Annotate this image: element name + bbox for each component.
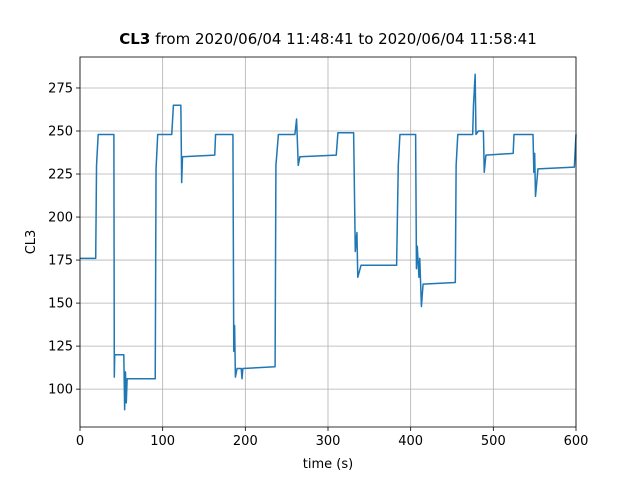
x-tick-label: 400 — [398, 434, 423, 449]
title-rest: from 2020/06/04 11:48:41 to 2020/06/04 1… — [155, 30, 536, 48]
y-tick-label: 275 — [48, 81, 73, 96]
y-tick-label: 100 — [48, 383, 73, 398]
y-tick-label: 225 — [48, 168, 73, 183]
x-tick-label: 200 — [233, 434, 258, 449]
title-bold: CL3 — [119, 30, 150, 48]
x-tick-label: 500 — [481, 434, 506, 449]
y-tick-label: 200 — [48, 211, 73, 226]
data-line — [80, 73, 577, 411]
plot-area — [80, 73, 577, 411]
y-tick-label: 150 — [48, 297, 73, 312]
x-tick-label: 600 — [564, 434, 589, 449]
chart-title: CL3 from 2020/06/04 11:48:41 to 2020/06/0… — [119, 30, 536, 48]
grid — [79, 57, 577, 427]
y-tick-label: 175 — [48, 254, 73, 269]
x-tick-label: 300 — [316, 434, 341, 449]
y-axis-label: CL3 — [24, 230, 39, 255]
y-tick-label: 125 — [48, 340, 73, 355]
y-tick-label: 250 — [48, 125, 73, 140]
x-tick-label: 100 — [150, 434, 175, 449]
x-tick-label: 0 — [76, 434, 84, 449]
x-axis-label: time (s) — [303, 457, 353, 472]
